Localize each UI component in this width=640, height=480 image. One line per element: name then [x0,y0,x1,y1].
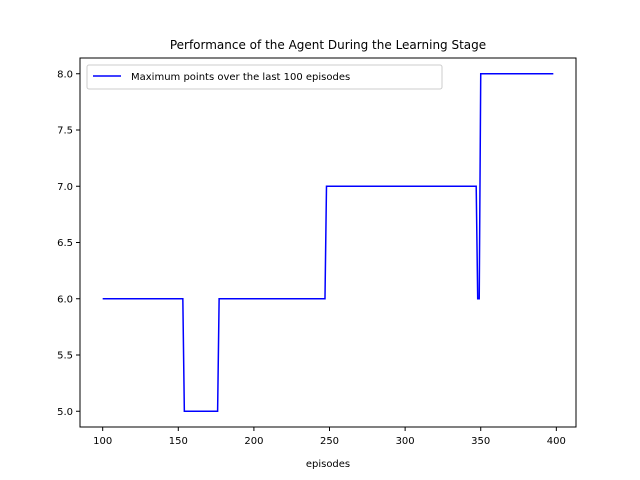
plot-frame [79,57,577,428]
y-axis: 5.0 5.5 6.0 6.5 7.0 7.5 8.0 [57,69,80,418]
x-tick-label: 100 [93,436,112,447]
y-tick-label: 7.0 [57,182,73,193]
x-tick-label: 400 [547,436,566,447]
series-layer [102,73,554,412]
x-tick-label: 200 [244,436,263,447]
x-axis-label: episodes [306,459,350,470]
y-tick-label: 6.5 [57,238,73,249]
legend-box [86,64,443,90]
y-tick-label: 6.0 [57,294,73,305]
x-tick-label: 350 [471,436,490,447]
series-line-0 [102,73,554,412]
y-tick-label: 7.5 [57,126,73,137]
y-tick-label: 8.0 [57,69,73,80]
legend: Maximum points over the last 100 episode… [86,64,443,90]
x-axis: 100 150 200 250 300 350 400 [93,427,566,447]
x-tick-label: 250 [320,436,339,447]
x-tick-label: 300 [396,436,415,447]
x-tick-label: 150 [169,436,188,447]
y-tick-label: 5.5 [57,351,73,362]
y-tick-label: 5.0 [57,407,73,418]
legend-label: Maximum points over the last 100 episode… [131,72,350,83]
chart-title: Performance of the Agent During the Lear… [170,38,486,52]
